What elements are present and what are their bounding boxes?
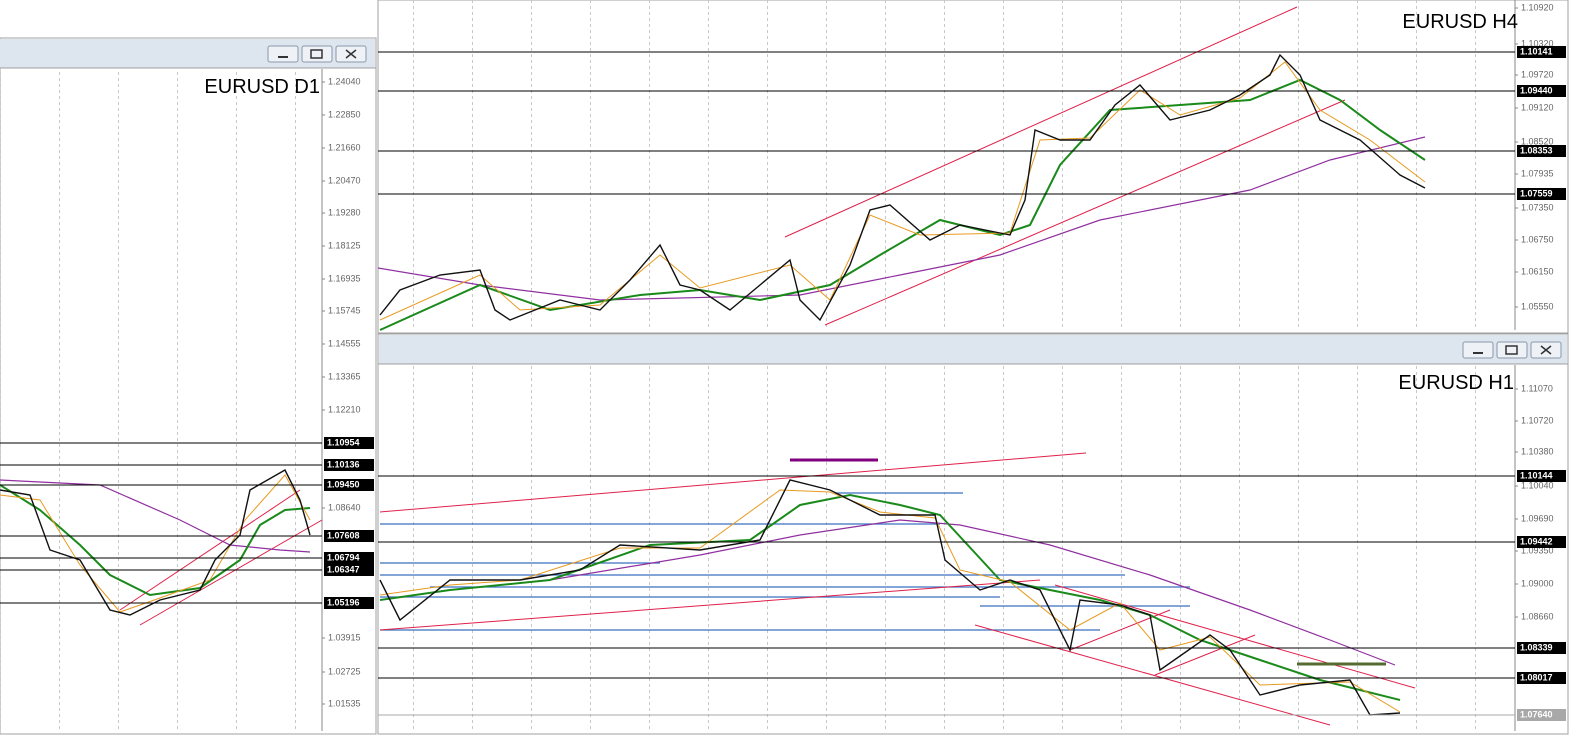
axis-label: 1.09120 xyxy=(1521,102,1554,112)
level-box xyxy=(1517,46,1566,58)
axis-label: 1.15745 xyxy=(328,305,361,315)
axis-label: 1.08660 xyxy=(1521,611,1554,621)
level-box xyxy=(1517,536,1566,548)
level-box xyxy=(324,479,374,491)
level-box xyxy=(324,459,374,471)
level-label: 1.10954 xyxy=(327,437,360,447)
level-label: 1.08017 xyxy=(1520,672,1553,682)
axis-label: 1.11070 xyxy=(1521,383,1553,393)
axis-label: 1.10920 xyxy=(1521,2,1554,12)
level-label: 1.10136 xyxy=(327,459,360,469)
axis-label: 1.09720 xyxy=(1521,69,1554,79)
axis-label: 1.21660 xyxy=(328,142,361,152)
axis-label: 1.02725 xyxy=(328,666,361,676)
axis-label: 1.18125 xyxy=(328,240,361,250)
axis-label: 1.08640 xyxy=(328,502,361,512)
level-box xyxy=(324,597,374,609)
window-title: EURUSD D1 xyxy=(204,76,320,98)
level-label: 1.05196 xyxy=(327,597,360,607)
axis-label: 1.12210 xyxy=(328,404,361,414)
level-label: 1.09450 xyxy=(327,479,360,489)
axis-label: 1.10040 xyxy=(1521,480,1554,490)
minimize-button[interactable] xyxy=(1462,341,1494,359)
window-title: EURUSD H1 xyxy=(1398,372,1514,394)
level-label: 1.07559 xyxy=(1520,188,1553,198)
axis-label: 1.19280 xyxy=(328,207,361,217)
axis-label: 1.09690 xyxy=(1521,513,1554,523)
level-label: 1.10141 xyxy=(1520,46,1553,56)
axis-label: 1.13365 xyxy=(328,371,361,381)
level-box xyxy=(1517,85,1566,97)
axis-label: 1.22850 xyxy=(328,109,361,119)
level-label: 1.06794 xyxy=(327,552,360,562)
level-label: 1.06347 xyxy=(327,564,360,574)
level-label: 1.09442 xyxy=(1520,536,1553,546)
axis-label: 1.24040 xyxy=(328,76,361,86)
window-buttons[interactable] xyxy=(1462,341,1562,359)
axis-label: 1.14555 xyxy=(328,338,361,348)
level-label: 1.09440 xyxy=(1520,85,1553,95)
axis-label: 1.20470 xyxy=(328,175,361,185)
window-title: EURUSD H4 xyxy=(1402,11,1518,33)
axis-label: 1.10380 xyxy=(1521,446,1554,456)
level-box xyxy=(1517,188,1566,200)
level-label: 1.10144 xyxy=(1520,470,1553,480)
level-label: 1.08353 xyxy=(1520,145,1553,155)
h4-window: 1.10920 1.10320 1.09720 1.09120 1.08520 1.079… xyxy=(377,0,1569,334)
axis-label: 1.06150 xyxy=(1521,266,1554,276)
axis-label: 1.07350 xyxy=(1521,202,1554,212)
level-box xyxy=(324,564,374,576)
level-box xyxy=(1517,145,1566,157)
axis-label: 1.09350 xyxy=(1521,545,1554,555)
level-box xyxy=(1517,470,1566,482)
level-label: 1.07640 xyxy=(1520,709,1553,719)
axis-label: 1.01535 xyxy=(328,698,361,708)
level-box xyxy=(324,552,374,564)
level-box xyxy=(1517,642,1566,654)
axis-label: 1.03915 xyxy=(328,632,361,642)
window-buttons[interactable] xyxy=(267,45,367,63)
maximize-button[interactable] xyxy=(1496,341,1528,359)
axis-label: 1.06750 xyxy=(1521,234,1554,244)
level-box xyxy=(324,530,374,542)
level-box xyxy=(324,437,374,449)
axis-label: 1.07935 xyxy=(1521,168,1554,178)
axis-label: 1.10320 xyxy=(1521,38,1554,48)
axis-label: 1.09000 xyxy=(1521,578,1554,588)
level-box xyxy=(1517,709,1566,721)
axis-label: 1.10720 xyxy=(1521,415,1554,425)
d1-window: 1.24040 1.22850 1.21660 1.20470 1.19280 1.181… xyxy=(0,37,377,735)
h1-window: 1.11070 1.10720 1.10380 1.10040 1.09690 1.093… xyxy=(377,333,1569,735)
minimize-button[interactable] xyxy=(267,45,299,63)
axis-label: 1.16935 xyxy=(328,273,361,283)
axis-label: 1.05550 xyxy=(1521,301,1554,311)
axis-label: 1.08520 xyxy=(1521,136,1554,146)
level-label: 1.07608 xyxy=(327,530,360,540)
maximize-button[interactable] xyxy=(301,45,333,63)
level-box xyxy=(1517,672,1566,684)
level-label: 1.08339 xyxy=(1520,642,1553,652)
